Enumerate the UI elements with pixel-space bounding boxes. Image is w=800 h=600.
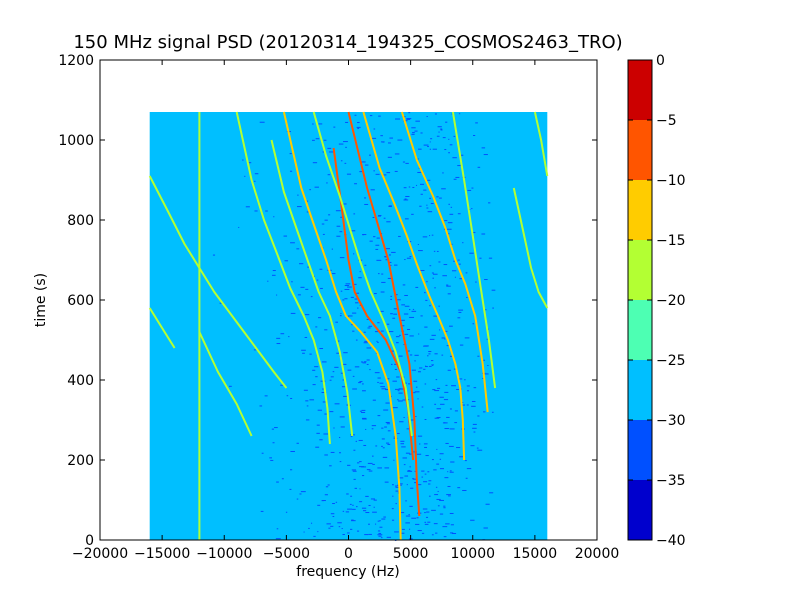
signal-trace-9 bbox=[148, 175, 288, 389]
colorbar-segment bbox=[628, 60, 652, 120]
x-tick-label: −5000 bbox=[263, 546, 310, 562]
x-tick-label: 20000 bbox=[575, 546, 620, 562]
colorbar-tick-label: −10 bbox=[656, 173, 686, 189]
signal-trace-6 bbox=[312, 111, 413, 437]
colorbar-segment bbox=[628, 420, 652, 480]
colorbar-tick-label: 0 bbox=[656, 53, 665, 69]
y-tick-label: 1000 bbox=[58, 133, 94, 149]
signal-trace-3 bbox=[282, 111, 402, 541]
colorbar-tick-label: −15 bbox=[656, 233, 686, 249]
colorbar-segment bbox=[628, 180, 652, 240]
spectrogram-floor bbox=[149, 112, 548, 540]
signal-trace-13 bbox=[512, 187, 549, 309]
spectrogram bbox=[149, 112, 548, 541]
x-tick-label: 10000 bbox=[450, 546, 495, 562]
y-axis-ticks: 0 200 400 600 800 1000 1200 bbox=[58, 53, 597, 549]
signal-trace-12 bbox=[451, 111, 497, 389]
y-tick-label: 400 bbox=[67, 373, 94, 389]
signal-trace-10 bbox=[148, 307, 176, 349]
x-axis-ticks: −20000 −15000 −10000 −5000 0 5000 10000 15000 20… bbox=[72, 60, 619, 562]
x-tick-label: 15000 bbox=[513, 546, 558, 562]
signal-trace-5 bbox=[400, 111, 489, 413]
colorbar-tick-label: −30 bbox=[656, 413, 686, 429]
signal-trace-4 bbox=[362, 111, 466, 461]
signal-trace-1 bbox=[347, 111, 421, 517]
x-tick-label: −20000 bbox=[72, 546, 128, 562]
colorbar-tick-label: −5 bbox=[656, 113, 677, 129]
colorbar-segment bbox=[628, 240, 652, 300]
x-tick-label: −15000 bbox=[134, 546, 190, 562]
colorbar-segment bbox=[628, 360, 652, 420]
colorbar-segment bbox=[628, 480, 652, 540]
y-tick-label: 1200 bbox=[58, 53, 94, 69]
y-tick-label: 600 bbox=[67, 293, 94, 309]
y-tick-label: 200 bbox=[67, 453, 94, 469]
signal-trace-11 bbox=[198, 331, 253, 437]
colorbar-tick-label: −35 bbox=[656, 473, 686, 489]
plot-area: −20000 −15000 −10000 −5000 0 5000 10000 15000 20… bbox=[58, 53, 619, 562]
signal-trace-2 bbox=[332, 147, 415, 461]
signal-trace-14 bbox=[533, 111, 549, 177]
x-tick-label: −10000 bbox=[196, 546, 252, 562]
y-tick-label: 800 bbox=[67, 213, 94, 229]
signal-traces bbox=[148, 111, 549, 541]
x-tick-label: 0 bbox=[344, 546, 353, 562]
y-axis-label: time (s) bbox=[33, 273, 49, 327]
chart-title: 150 MHz signal PSD (20120314_194325_COSM… bbox=[73, 32, 622, 53]
signal-trace-7 bbox=[270, 139, 354, 437]
colorbar-tick-label: −25 bbox=[656, 353, 686, 369]
colorbar-segment bbox=[628, 120, 652, 180]
x-axis-label: frequency (Hz) bbox=[296, 564, 399, 580]
colorbar-segment bbox=[628, 300, 652, 360]
y-tick-label: 0 bbox=[85, 533, 94, 549]
colorbar: −40 −35 −30 −25 −20 −15 −10 −5 0 bbox=[627, 53, 686, 549]
colorbar-tick-label: −20 bbox=[656, 293, 686, 309]
x-tick-label: 5000 bbox=[393, 546, 429, 562]
colorbar-tick-label: −40 bbox=[656, 533, 686, 549]
signal-trace-8 bbox=[235, 111, 331, 445]
